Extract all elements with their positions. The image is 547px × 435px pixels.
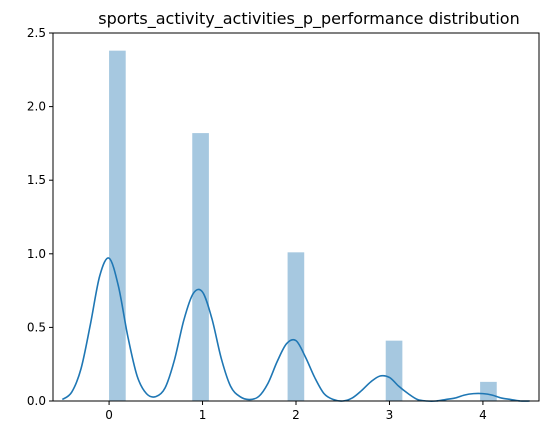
- x-tick-label: 3: [386, 408, 394, 422]
- x-tick-label: 1: [199, 408, 207, 422]
- kde-line: [61, 257, 530, 402]
- x-tick-label: 4: [479, 408, 487, 422]
- x-axis: 0 1 2 3 4: [105, 401, 487, 422]
- histogram-bar: [480, 381, 497, 401]
- chart-title: sports_activity_activities_p_performance…: [98, 9, 519, 29]
- y-tick-label: 1.5: [27, 173, 46, 187]
- x-tick-label: 0: [105, 408, 113, 422]
- histogram-bar: [385, 340, 403, 401]
- histogram-bars: [109, 50, 497, 401]
- histogram-bar: [109, 50, 126, 401]
- y-tick-label: 1.0: [27, 247, 46, 261]
- histogram-bar: [287, 252, 305, 401]
- histogram-bar: [192, 133, 209, 401]
- y-axis: 0.0 0.5 1.0 1.5 2.0 2.5: [27, 26, 53, 408]
- x-tick-label: 2: [292, 408, 300, 422]
- y-tick-label: 2.5: [27, 26, 46, 40]
- y-tick-label: 2.0: [27, 100, 46, 114]
- y-tick-label: 0.0: [27, 394, 46, 408]
- y-tick-label: 0.5: [27, 320, 46, 334]
